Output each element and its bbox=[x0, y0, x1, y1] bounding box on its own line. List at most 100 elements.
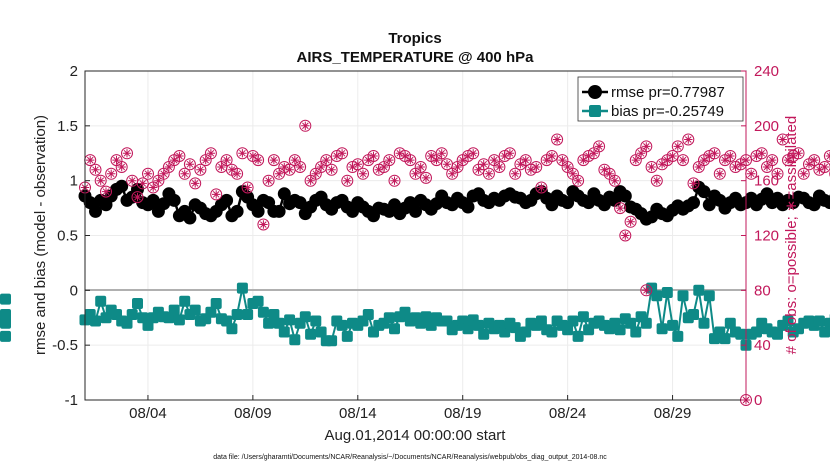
obs-possible-point bbox=[178, 167, 191, 180]
x-tick-label: 08/19 bbox=[444, 405, 482, 422]
y-axis-left: -1 -0.5 0 0.5 1 1.5 2 bbox=[52, 63, 90, 409]
bias-point bbox=[95, 295, 107, 307]
obs-assimilated-point bbox=[484, 169, 494, 178]
bias-point bbox=[735, 328, 747, 340]
obs-assimilated-point bbox=[563, 162, 572, 172]
bias-point bbox=[0, 293, 11, 305]
obs-assimilated-point bbox=[170, 155, 179, 165]
legend-label-rmse: rmse pr=0.77987 bbox=[611, 84, 725, 101]
obs-assimilated-point bbox=[773, 169, 782, 178]
obs-assimilated-point bbox=[778, 135, 787, 144]
obs-assimilated-point bbox=[191, 179, 200, 188]
obs-assimilated-point bbox=[705, 151, 714, 161]
obs-assimilated-point bbox=[642, 142, 651, 151]
bias-point bbox=[703, 290, 715, 302]
x-axis: 08/04 08/09 08/14 08/19 08/24 08/29 bbox=[129, 395, 691, 422]
obs-possible-point bbox=[341, 174, 354, 187]
obs-assimilated-point bbox=[469, 149, 478, 158]
obs-assimilated-point bbox=[715, 169, 724, 178]
obs-assimilated-point bbox=[280, 162, 289, 172]
obs-possible-point bbox=[640, 284, 653, 297]
obs-assimilated-point bbox=[736, 160, 745, 169]
obs-possible-point bbox=[640, 140, 653, 153]
obs-assimilated-point bbox=[154, 176, 163, 185]
obs-assimilated-point bbox=[201, 155, 210, 165]
obs-assimilated-point bbox=[243, 183, 252, 192]
obs-assimilated-point bbox=[306, 176, 315, 185]
obs-assimilated-point bbox=[337, 149, 347, 158]
rmse-point bbox=[146, 193, 160, 207]
obs-possible-point bbox=[414, 161, 427, 173]
obs-possible-point bbox=[299, 119, 312, 132]
obs-possible-point bbox=[493, 161, 506, 173]
rmse-point bbox=[183, 211, 197, 225]
rmse-point bbox=[561, 196, 575, 210]
bias-point bbox=[420, 311, 432, 323]
y-tick-label-right: 80 bbox=[754, 282, 771, 299]
obs-assimilated-point bbox=[128, 176, 137, 185]
obs-possible-point bbox=[797, 167, 810, 180]
obs-assimilated-point bbox=[442, 160, 452, 169]
obs-assimilated-point bbox=[301, 121, 310, 130]
obs-assimilated-point bbox=[264, 176, 273, 185]
obs-possible-point bbox=[776, 133, 789, 146]
rmse-point bbox=[618, 189, 632, 203]
bias-point bbox=[362, 309, 374, 320]
obs-assimilated-point bbox=[369, 151, 378, 161]
obs-assimilated-point bbox=[353, 160, 362, 169]
bias-point bbox=[0, 309, 11, 320]
bias-point bbox=[661, 287, 673, 298]
obs-assimilated-point bbox=[820, 162, 829, 172]
obs-assimilated-point bbox=[825, 151, 830, 161]
obs-assimilated-point bbox=[253, 155, 263, 165]
obs-possible-point bbox=[210, 188, 223, 201]
obs-assimilated-point bbox=[810, 155, 819, 165]
obs-assimilated-point bbox=[232, 169, 242, 178]
obs-assimilated-point bbox=[500, 151, 509, 161]
obs-assimilated-point bbox=[794, 149, 803, 158]
bias-point bbox=[257, 306, 269, 318]
rmse-point bbox=[409, 204, 422, 218]
obs-assimilated-point bbox=[374, 165, 383, 174]
obs-assimilated-point bbox=[526, 165, 536, 174]
y-tick-label: 1.5 bbox=[57, 118, 78, 135]
obs-assimilated-point bbox=[448, 169, 457, 178]
obs-possible-point bbox=[189, 177, 202, 190]
y-tick-label: 0 bbox=[70, 282, 78, 299]
obs-assimilated-point bbox=[327, 165, 336, 174]
obs-assimilated-point bbox=[600, 165, 609, 174]
chart-title: Tropics bbox=[388, 30, 441, 47]
obs-assimilated-point bbox=[196, 165, 205, 174]
obs-possible-point bbox=[572, 174, 585, 187]
y-tick-label: -0.5 bbox=[52, 337, 78, 354]
obs-assimilated-point bbox=[107, 169, 116, 178]
obs-assimilated-point bbox=[332, 151, 341, 161]
obs-assimilated-point bbox=[238, 149, 247, 158]
obs-assimilated-point bbox=[316, 162, 326, 172]
obs-assimilated-point bbox=[322, 155, 331, 165]
obs-possible-point bbox=[677, 154, 689, 167]
bias-point bbox=[90, 315, 101, 327]
obs-series bbox=[79, 119, 830, 406]
bias-point bbox=[509, 322, 521, 334]
obs-possible-point bbox=[477, 158, 490, 171]
obs-assimilated-point bbox=[112, 155, 121, 165]
bias-point bbox=[173, 314, 185, 326]
obs-possible-point bbox=[294, 161, 307, 173]
obs-assimilated-point bbox=[684, 135, 693, 144]
bias-point bbox=[640, 317, 652, 329]
obs-assimilated-point bbox=[159, 169, 168, 178]
obs-possible-point bbox=[105, 167, 118, 180]
obs-assimilated-point bbox=[479, 160, 488, 169]
y-tick-label-right: 200 bbox=[754, 118, 779, 135]
y-tick-label: 0.5 bbox=[57, 228, 78, 245]
bias-point bbox=[462, 323, 474, 335]
rmse-point bbox=[157, 197, 171, 211]
obs-assimilated-point bbox=[406, 155, 415, 165]
bias-point bbox=[310, 315, 322, 327]
rmse-point bbox=[823, 196, 830, 210]
bias-point bbox=[326, 335, 338, 347]
obs-assimilated-point bbox=[437, 149, 446, 158]
obs-possible-point bbox=[383, 154, 396, 167]
